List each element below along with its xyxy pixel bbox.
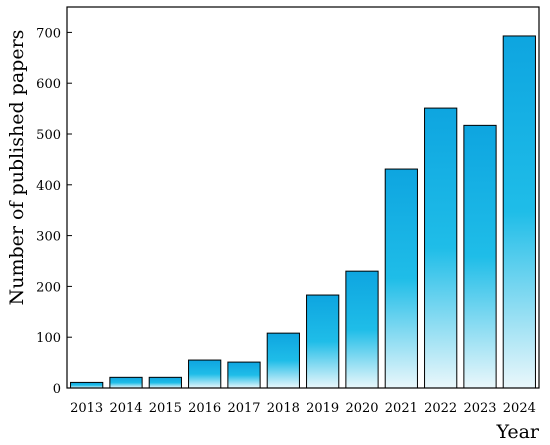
- bar-2015: [148, 376, 182, 389]
- bar-2022: [424, 107, 458, 389]
- x-axis-ticks: 2013 2014 2015 2016 2017 2018 2019 2020 2021 2022…: [70, 401, 536, 416]
- y-tick-label: 400: [36, 179, 61, 194]
- bar-2023: [463, 124, 497, 389]
- x-tick-label-2014: 2014: [109, 401, 142, 416]
- plot-frame: [66, 6, 540, 389]
- y-tick-label: 700: [36, 26, 61, 41]
- x-tick-label-2017: 2017: [227, 401, 260, 416]
- x-tick-label-2015: 2015: [149, 401, 182, 416]
- x-tick-label-2024: 2024: [503, 401, 536, 416]
- x-tick-label-2018: 2018: [267, 401, 300, 416]
- x-axis-label: Year: [495, 421, 539, 443]
- x-tick-label-2021: 2021: [385, 401, 418, 416]
- x-tick-label-2016: 2016: [188, 401, 221, 416]
- y-tick-label: 500: [36, 128, 61, 143]
- bar-2013: [70, 381, 104, 389]
- y-tick-label: 100: [36, 331, 61, 346]
- bar-2019: [306, 294, 340, 389]
- y-axis-label: Number of published papers: [6, 30, 28, 306]
- bar-2018: [266, 332, 300, 389]
- bar-2020: [345, 270, 379, 389]
- x-tick-label-2023: 2023: [463, 401, 496, 416]
- x-tick-label-2019: 2019: [306, 401, 339, 416]
- y-axis-ticks: 0 100 200 300 400 500 600 700: [36, 26, 72, 397]
- bars-group: [70, 35, 536, 389]
- y-tick-label: 300: [36, 230, 61, 245]
- x-tick-label-2020: 2020: [345, 401, 378, 416]
- bar-2016: [188, 359, 222, 389]
- bar-2024: [502, 35, 536, 389]
- bar-2017: [227, 361, 261, 389]
- y-tick-label: 0: [53, 382, 61, 397]
- y-tick-label: 600: [36, 77, 61, 92]
- x-tick-label-2022: 2022: [424, 401, 457, 416]
- bar-2021: [384, 168, 418, 389]
- x-tick-label-2013: 2013: [70, 401, 103, 416]
- y-tick-label: 200: [36, 280, 61, 295]
- bar-2014: [109, 376, 143, 389]
